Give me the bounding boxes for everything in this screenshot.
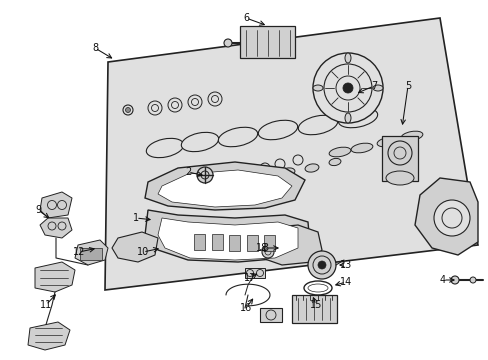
Text: 3: 3 [262, 243, 267, 253]
Ellipse shape [305, 164, 318, 172]
Circle shape [307, 251, 335, 279]
Ellipse shape [350, 143, 372, 153]
FancyBboxPatch shape [194, 234, 204, 250]
Polygon shape [158, 218, 297, 260]
Polygon shape [35, 262, 75, 292]
Ellipse shape [146, 138, 183, 158]
Circle shape [317, 261, 325, 269]
Ellipse shape [376, 137, 398, 147]
Circle shape [342, 83, 352, 93]
FancyBboxPatch shape [228, 235, 240, 251]
Circle shape [292, 155, 303, 165]
Polygon shape [145, 162, 305, 210]
Circle shape [260, 163, 269, 173]
Polygon shape [40, 218, 72, 238]
FancyBboxPatch shape [381, 136, 417, 181]
Circle shape [243, 167, 252, 177]
Text: 12: 12 [73, 247, 85, 257]
Polygon shape [75, 240, 108, 265]
Polygon shape [145, 210, 309, 262]
Text: 15: 15 [309, 300, 322, 310]
FancyBboxPatch shape [244, 268, 264, 278]
Polygon shape [105, 18, 477, 290]
Ellipse shape [345, 113, 350, 123]
Circle shape [207, 92, 222, 106]
Circle shape [197, 167, 213, 183]
Circle shape [274, 159, 285, 169]
Circle shape [262, 246, 273, 258]
Text: 10: 10 [137, 247, 149, 257]
Circle shape [312, 53, 382, 123]
Text: 5: 5 [404, 81, 410, 91]
Ellipse shape [281, 168, 294, 176]
Polygon shape [414, 178, 477, 255]
Circle shape [226, 170, 237, 180]
Ellipse shape [372, 85, 382, 91]
Circle shape [123, 105, 133, 115]
Text: 4: 4 [439, 275, 445, 285]
Polygon shape [254, 225, 321, 265]
Text: 14: 14 [339, 277, 351, 287]
FancyBboxPatch shape [240, 26, 294, 58]
Ellipse shape [298, 115, 337, 135]
Ellipse shape [312, 85, 323, 91]
Circle shape [450, 276, 458, 284]
Text: 6: 6 [243, 13, 248, 23]
Text: 1: 1 [133, 213, 139, 223]
Text: 18: 18 [255, 243, 267, 253]
Circle shape [469, 277, 475, 283]
Text: 16: 16 [240, 303, 252, 313]
Text: 7: 7 [370, 81, 376, 91]
Text: 2: 2 [184, 167, 191, 177]
Circle shape [125, 108, 130, 112]
Circle shape [224, 39, 231, 47]
Ellipse shape [400, 131, 422, 141]
Text: 17: 17 [244, 273, 256, 283]
Ellipse shape [218, 127, 257, 147]
Text: 11: 11 [40, 300, 52, 310]
FancyBboxPatch shape [80, 248, 102, 260]
Polygon shape [28, 322, 70, 350]
FancyBboxPatch shape [246, 235, 257, 251]
Ellipse shape [338, 108, 377, 128]
FancyBboxPatch shape [291, 295, 336, 323]
Ellipse shape [385, 171, 413, 185]
Text: 13: 13 [339, 260, 351, 270]
Ellipse shape [345, 53, 350, 63]
Ellipse shape [328, 158, 340, 166]
Ellipse shape [258, 171, 271, 179]
Ellipse shape [328, 147, 350, 157]
Circle shape [187, 95, 202, 109]
Ellipse shape [258, 120, 297, 140]
FancyBboxPatch shape [264, 235, 274, 251]
Text: 8: 8 [92, 43, 98, 53]
Polygon shape [112, 232, 158, 262]
Ellipse shape [181, 132, 218, 152]
Circle shape [393, 147, 405, 159]
Circle shape [168, 98, 182, 112]
Circle shape [433, 200, 469, 236]
Text: 9: 9 [35, 205, 41, 215]
Polygon shape [40, 192, 72, 218]
FancyBboxPatch shape [260, 308, 282, 322]
FancyBboxPatch shape [211, 234, 222, 250]
Circle shape [148, 101, 162, 115]
Polygon shape [158, 170, 291, 207]
